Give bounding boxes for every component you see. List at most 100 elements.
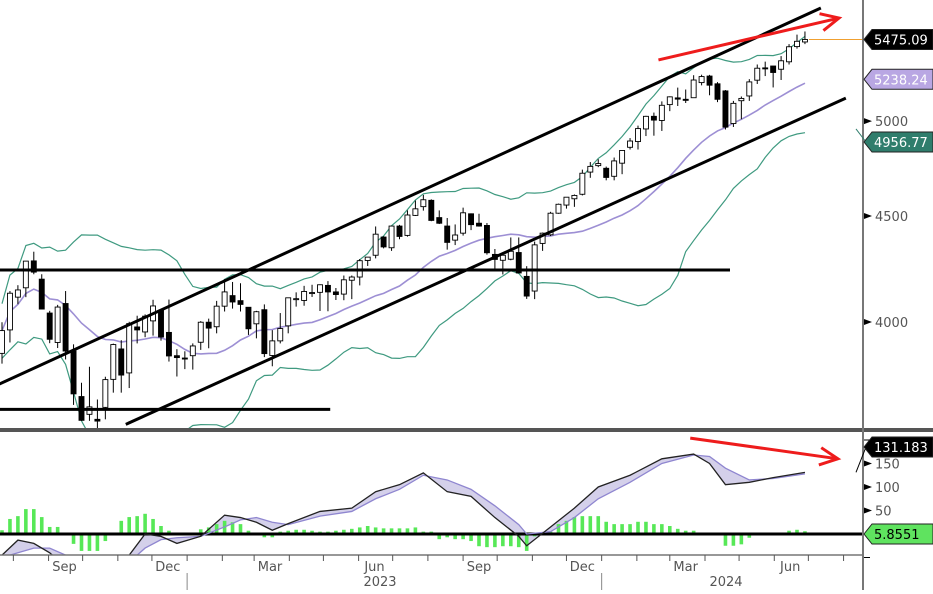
candle-body-up [110, 344, 117, 380]
candle-body-up [372, 233, 379, 256]
candle-body-down [332, 291, 339, 295]
candle [364, 256, 371, 266]
candle-body-up [317, 284, 323, 293]
candle [197, 321, 204, 350]
candle [317, 284, 323, 312]
histogram-bar [445, 534, 449, 538]
histogram-bar [294, 529, 298, 534]
candle-body-up [539, 232, 546, 244]
candle-body-up [0, 330, 5, 354]
histogram-bar [350, 528, 354, 534]
candle-body-up [102, 379, 109, 408]
histogram-bar [246, 530, 251, 534]
candle-body-down [261, 309, 268, 355]
candle [444, 218, 451, 250]
candle [428, 199, 435, 222]
candle [555, 203, 562, 214]
candle-body-down [245, 306, 252, 330]
candle-body-down [515, 252, 522, 274]
candle [22, 260, 29, 298]
candle [794, 34, 800, 49]
candle-body-up [197, 321, 204, 343]
lower-band-tag-leader [855, 128, 867, 143]
candle-body-up [213, 305, 220, 328]
candle-body-down [173, 355, 180, 359]
x-month-label: Dec [155, 560, 180, 575]
histogram-bar [477, 534, 481, 547]
candle-body-down [237, 300, 244, 305]
candle [388, 225, 395, 251]
candle [786, 44, 792, 65]
candle [635, 125, 641, 150]
candle [627, 138, 633, 150]
histogram-tag: 5.8551 [863, 523, 933, 545]
histogram-bar [588, 516, 593, 534]
y-tick-label: 4000 [875, 316, 908, 331]
candle [277, 313, 284, 344]
candle [6, 291, 13, 343]
candle [563, 196, 570, 209]
candle-body-up [285, 297, 292, 327]
x-month-label: Sep [467, 560, 492, 575]
histogram-bar [167, 530, 171, 534]
candle-body-down [94, 418, 101, 422]
candle [746, 79, 753, 101]
candle [348, 275, 355, 300]
candle-body-up [309, 292, 315, 295]
histogram-bar [501, 534, 505, 547]
trend-line [125, 96, 847, 426]
red-arrow-head [818, 446, 842, 467]
oscillator-tag-bg [863, 436, 933, 458]
candle [94, 399, 101, 428]
candle-body-down [476, 222, 482, 227]
candle-body-up [666, 96, 673, 106]
candle-body-up [627, 140, 633, 148]
candle [62, 291, 69, 360]
candle [332, 288, 339, 301]
candle [523, 266, 530, 299]
histogram-bar [675, 528, 680, 534]
candle-body-down [436, 217, 443, 224]
tick-marker [864, 213, 872, 219]
candle-body-up [499, 254, 506, 261]
candle-body-down [118, 348, 125, 376]
candle [595, 159, 602, 168]
candle-body-up [126, 323, 133, 374]
moving-average-tag-text: 5238.24 [874, 73, 928, 88]
candle-body-up [611, 160, 618, 177]
candle-body-up [794, 40, 800, 48]
candle-body-up [778, 60, 785, 70]
candle-body-up [388, 225, 395, 249]
candle [285, 297, 292, 334]
histogram-bar [214, 524, 219, 534]
oscillator-panel [0, 436, 863, 555]
candle-body-down [762, 67, 769, 70]
candle [762, 61, 769, 77]
candle-body-down [380, 236, 387, 248]
histogram-bar [453, 534, 457, 540]
candle [253, 310, 260, 339]
histogram-bar [485, 534, 489, 548]
histogram-bar [413, 527, 418, 534]
histogram-bar [135, 516, 139, 534]
candle [70, 344, 77, 405]
moving-average-tag-bg [863, 68, 933, 90]
histogram-bar [652, 524, 656, 534]
candle [126, 321, 133, 389]
candle [404, 210, 411, 237]
histogram-bar [620, 524, 624, 534]
candle [372, 226, 379, 259]
moving-average-tag: 5238.24 [863, 68, 933, 90]
candle-body-down [325, 284, 331, 293]
candle-body-down [674, 97, 681, 100]
candle-body-up [301, 291, 308, 301]
histogram-bar [143, 513, 147, 534]
histogram-bar [24, 509, 28, 534]
candle [205, 318, 212, 349]
candle-body-down [38, 278, 45, 310]
candle [269, 330, 276, 367]
tick-marker [864, 319, 872, 326]
candle-body-down [229, 295, 236, 303]
y-tick-label: 4500 [875, 210, 908, 225]
histogram-bar [365, 526, 370, 534]
